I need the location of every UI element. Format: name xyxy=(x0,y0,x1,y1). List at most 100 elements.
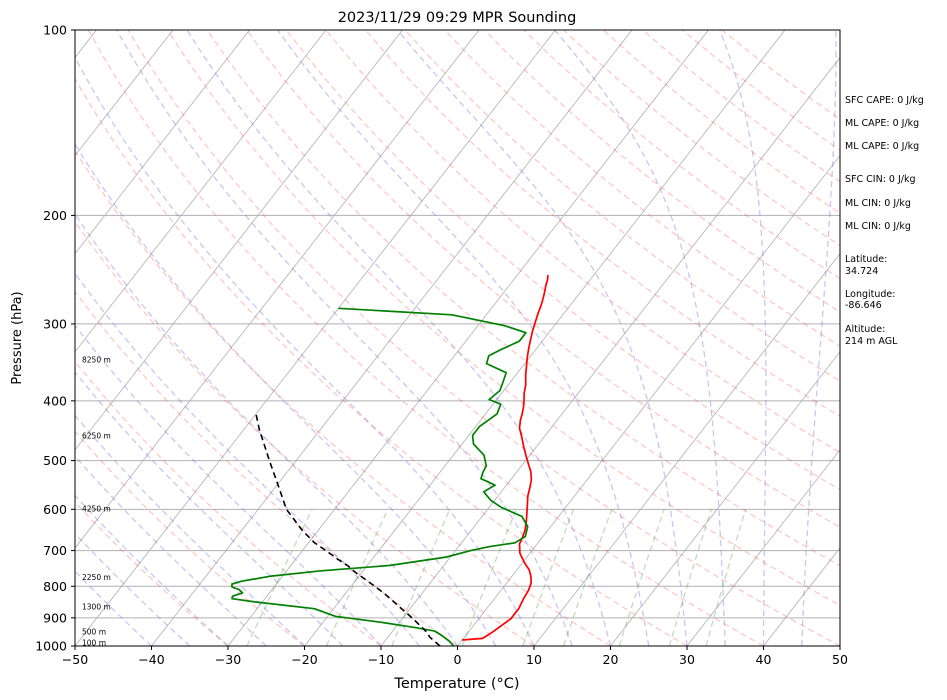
moist-adiabat-line xyxy=(75,272,420,646)
x-tick-label: −10 xyxy=(368,652,394,667)
x-tick-label: 0 xyxy=(454,652,462,667)
dry-adiabat-line xyxy=(206,30,840,567)
annotation-text: SFC CAPE: 0 J/kg xyxy=(845,95,924,106)
height-label: 100 m xyxy=(82,638,106,647)
dry-adiabat-line xyxy=(75,360,382,646)
isotherm-line xyxy=(227,30,709,646)
annotation-text: ML CAPE: 0 J/kg xyxy=(845,141,919,152)
annotation-text: ML CIN: 0 J/kg xyxy=(845,198,911,209)
moist-adiabat-line xyxy=(917,30,947,646)
moist-adiabat-line xyxy=(75,324,382,646)
mixing-ratio-line xyxy=(522,509,575,646)
dry-adiabat-line xyxy=(246,30,840,528)
y-tick-label: 100 xyxy=(43,23,67,38)
height-label: 8250 m xyxy=(82,356,111,365)
dry-adiabat-line xyxy=(444,30,840,347)
y-axis-label: Pressure (hPa) xyxy=(10,291,25,384)
mixing-ratio-line xyxy=(391,509,451,646)
y-tick-label: 900 xyxy=(43,610,67,625)
dry-adiabat-line xyxy=(75,77,688,646)
x-tick-label: −30 xyxy=(215,652,241,667)
dry-adiabat-line xyxy=(75,430,305,646)
annotation-text: Longitude: xyxy=(845,289,895,300)
dry-adiabat-line xyxy=(127,30,840,646)
y-tick-label: 300 xyxy=(43,316,67,331)
moist-adiabat-line xyxy=(75,371,344,646)
moist-adiabat-line xyxy=(396,30,688,646)
x-axis-ticks: −50 −40 −30 −20 −10 0 10 20 30 40 50 xyxy=(62,646,848,667)
y-axis-ticks: 1000 900 800 700 600 500 400 300 200 100 xyxy=(35,23,75,654)
isotherm-line xyxy=(75,30,174,157)
x-tick-label: 40 xyxy=(756,652,772,667)
plot-frame xyxy=(74,29,841,647)
isotherm-line xyxy=(457,154,840,646)
annotation-text: 214 m AGL xyxy=(845,336,898,347)
height-label: 1300 m xyxy=(82,603,111,612)
moist-adiabat-line xyxy=(75,494,229,646)
isotherm-grid xyxy=(75,30,840,646)
moist-adiabat-line xyxy=(75,532,191,646)
dewpoint-profile-line xyxy=(231,307,529,646)
x-tick-label: 50 xyxy=(832,652,848,667)
x-tick-label: −40 xyxy=(138,652,164,667)
x-tick-label: −50 xyxy=(62,652,88,667)
mixing-ratio-line xyxy=(705,509,747,646)
annotation-text: Altitude: xyxy=(845,324,885,335)
y-tick-label: 400 xyxy=(43,393,67,408)
isotherm-line xyxy=(75,30,556,646)
mixing-ratio-line xyxy=(562,509,613,646)
isotherm-line xyxy=(151,30,633,646)
temperature-profile-line xyxy=(462,275,549,641)
mixing-ratio-line xyxy=(461,509,517,646)
mixing-ratio-lines xyxy=(246,509,747,646)
dry-adiabat-line xyxy=(483,30,840,313)
dry-adiabat-line xyxy=(285,30,840,491)
moist-adiabat-line xyxy=(554,30,726,646)
isotherm-line xyxy=(380,56,840,646)
moist-adiabats xyxy=(75,30,947,646)
moist-adiabat-line xyxy=(75,142,497,646)
mixing-ratio-line xyxy=(325,509,389,646)
annotation-text: Latitude: xyxy=(845,254,887,265)
y-tick-label: 500 xyxy=(43,453,67,468)
isotherm-line xyxy=(75,30,403,451)
moist-adiabat-line xyxy=(75,455,267,646)
moist-adiabat-line xyxy=(186,30,612,646)
isotherm-line xyxy=(610,351,840,646)
sounding-parameters: SFC CAPE: 0 J/kg ML CAPE: 0 J/kg ML CAPE: … xyxy=(845,95,924,347)
height-label: 500 m xyxy=(82,628,106,637)
moist-adiabat-line xyxy=(75,212,459,646)
moist-adiabat-line xyxy=(719,30,767,646)
y-tick-label: 600 xyxy=(43,502,67,517)
height-label: 4250 m xyxy=(82,504,111,513)
x-tick-label: 10 xyxy=(526,652,542,667)
isotherm-line xyxy=(75,30,250,255)
x-axis-label: Temperature (°C) xyxy=(393,676,519,692)
x-tick-label: −20 xyxy=(291,652,317,667)
y-tick-label: 800 xyxy=(43,579,67,594)
x-tick-label: 20 xyxy=(603,652,619,667)
isotherm-line xyxy=(75,30,480,549)
moist-adiabat-line xyxy=(75,56,535,646)
dry-adiabat-line xyxy=(75,290,458,646)
isotherm-line xyxy=(686,449,840,646)
parcel-profile-line xyxy=(255,413,441,646)
height-label: 6250 m xyxy=(82,432,111,441)
moist-adiabat-line xyxy=(277,30,650,646)
dry-adiabat-line xyxy=(75,149,611,646)
isotherm-line xyxy=(75,30,327,353)
annotation-text: ML CAPE: 0 J/kg xyxy=(845,118,919,129)
annotation-text: SFC CIN: 0 J/kg xyxy=(845,174,916,185)
sounding-profiles xyxy=(231,275,549,646)
moist-adiabat-line xyxy=(116,30,573,646)
dry-adiabat-line xyxy=(167,30,840,607)
chart-title: 2023/11/29 09:29 MPR Sounding xyxy=(338,10,577,26)
dry-adiabat-line xyxy=(87,30,764,646)
mixing-ratio-line xyxy=(618,509,665,646)
dry-adiabat-line xyxy=(75,220,535,646)
dry-adiabats xyxy=(75,30,840,646)
mixing-ratio-line xyxy=(246,509,313,646)
y-tick-label: 700 xyxy=(43,543,67,558)
